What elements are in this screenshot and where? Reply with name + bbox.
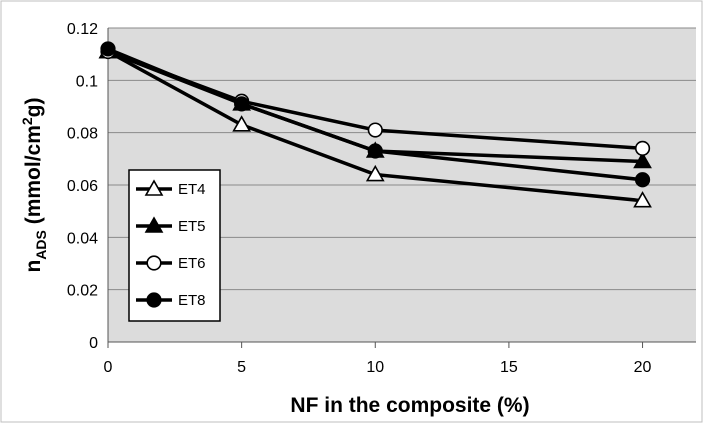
legend-label-et8: ET8 [178, 292, 206, 309]
series-et8 [100, 41, 651, 188]
y-axis-title-end: g) [22, 97, 45, 117]
series-line-et8 [107, 47, 643, 182]
x-tick-labels: 0 5 10 15 20 [104, 359, 652, 376]
x-tick-label-2: 10 [366, 359, 384, 376]
x-tick-label-0: 0 [104, 359, 113, 376]
y-tick-label-6: 0.12 [67, 21, 98, 38]
y-tick-label-0: 0 [89, 335, 98, 352]
y-axis-title-superscript: 2 [19, 117, 35, 125]
y-axis-title-middle: (mmol/cm [22, 125, 45, 230]
point-et6-2 [367, 122, 383, 138]
legend-marker-et6 [146, 255, 162, 271]
legend: ET4 ET5 ET6 ET8 [128, 169, 221, 322]
y-axis-title-subscript: ADS [33, 230, 49, 260]
x-tick-label-3: 15 [500, 359, 518, 376]
y-tick-label-1: 0.02 [67, 283, 98, 300]
legend-label-et6: ET6 [178, 255, 206, 272]
point-et4-2 [365, 164, 385, 182]
point-et5-3 [633, 151, 652, 169]
point-et8-1 [234, 96, 250, 112]
point-et4-3 [633, 191, 652, 208]
point-et6-3 [634, 140, 651, 156]
x-axis-title: NF in the composite (%) [290, 394, 529, 417]
y-tick-label-4: 0.08 [67, 126, 98, 143]
y-tick-label-2: 0.04 [67, 230, 98, 247]
axes [107, 28, 696, 348]
y-axis-title: nADS (mmol/cm2g) [19, 97, 49, 272]
legend-box [128, 169, 221, 322]
series-group [98, 41, 652, 208]
point-et4-1 [232, 115, 252, 132]
legend-label-et5: ET5 [178, 218, 206, 235]
point-et8-0 [100, 41, 116, 57]
legend-marker-et5 [144, 216, 164, 233]
x-tick-label-4: 20 [634, 359, 652, 376]
y-tick-label-5: 0.1 [76, 73, 98, 90]
legend-marker-et4 [144, 179, 164, 196]
point-et8-2 [367, 143, 383, 159]
x-tick-label-1: 5 [237, 359, 246, 376]
series-line-et4 [107, 50, 643, 203]
y-axis-title-main: n [22, 260, 45, 273]
legend-marker-et8 [146, 292, 162, 308]
y-tick-labels: 0 0.02 0.04 0.06 0.08 0.1 0.12 [67, 21, 98, 352]
y-tick-label-3: 0.06 [67, 178, 98, 195]
legend-label-et4: ET4 [178, 181, 206, 198]
point-et8-3 [634, 172, 651, 188]
